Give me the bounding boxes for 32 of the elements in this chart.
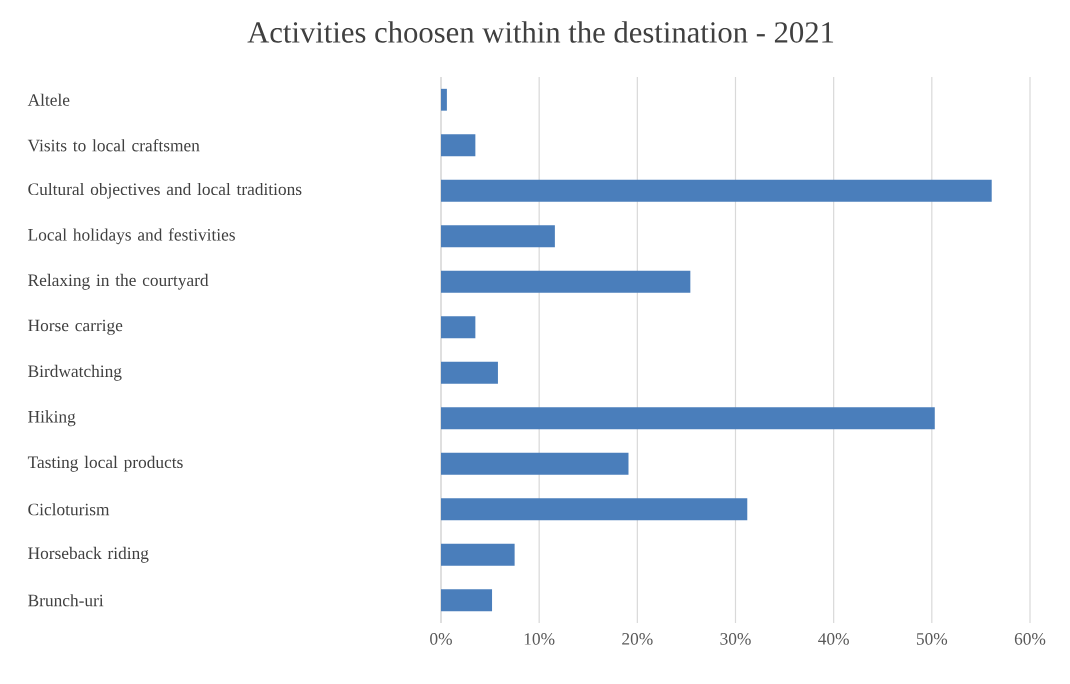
x-tick-label: 0% (430, 633, 452, 645)
x-tick-label: 30% (720, 633, 751, 645)
y-tick-label: Cicloturism (28, 503, 110, 516)
y-tick-label: Altele (27, 93, 70, 106)
y-tick-label: Tasting local products (27, 455, 183, 472)
bar (441, 316, 476, 339)
x-tick-label: 10% (524, 633, 555, 645)
bar (441, 361, 498, 384)
bar (441, 88, 447, 111)
chart-title: Activities choosen within the destination - 2021 (247, 21, 834, 43)
bar (441, 452, 629, 475)
bar (441, 543, 515, 566)
x-tick-label: 50% (916, 633, 948, 645)
y-tick-label: Horseback riding (28, 546, 149, 563)
bar (441, 270, 691, 293)
y-tick-label: Relaxing in the courtyard (28, 273, 209, 290)
y-tick-label: Cultural objectives and local traditions (28, 182, 302, 199)
bar (441, 589, 493, 612)
bar (441, 498, 748, 521)
bar (441, 225, 555, 248)
bar (441, 179, 992, 202)
x-tick-label: 40% (818, 633, 849, 645)
y-tick-label: Brunch-uri (28, 594, 104, 607)
x-tick-label: 60% (1014, 633, 1046, 645)
x-tick-label: 20% (622, 633, 653, 645)
y-tick-label: Horse carrige (28, 319, 123, 335)
y-tick-label: Local holidays and festivities (28, 228, 235, 245)
y-tick-label: Visits to local craftsmen (27, 139, 200, 152)
y-tick-label: Birdwatching (28, 364, 122, 381)
y-tick-label: Hiking (28, 410, 76, 427)
bar (441, 407, 935, 430)
bar (441, 134, 476, 157)
